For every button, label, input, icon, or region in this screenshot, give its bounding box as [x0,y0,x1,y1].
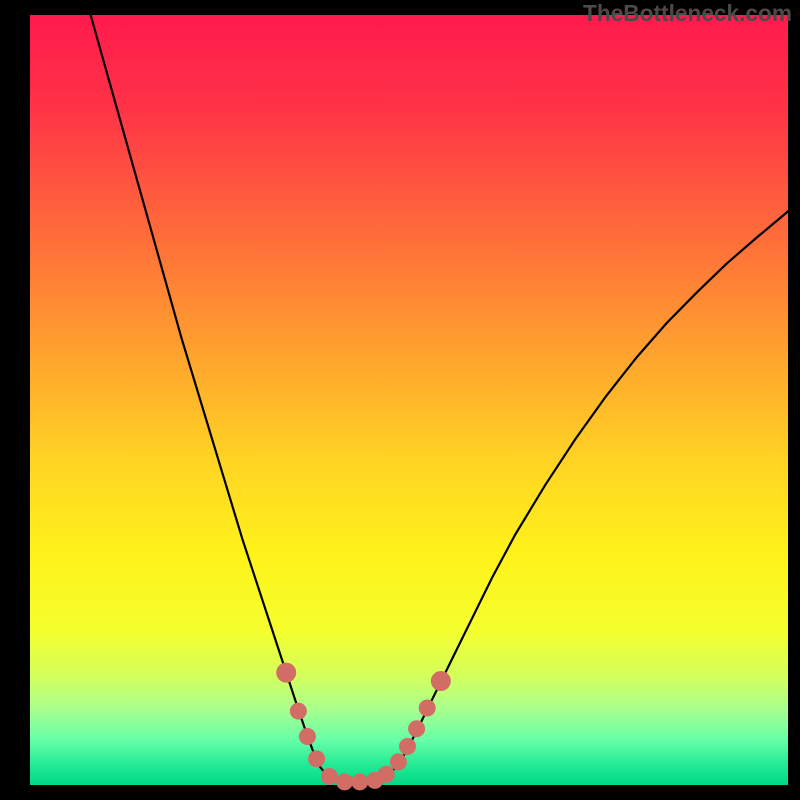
chart-stage: TheBottleneck.com [0,0,800,800]
watermark-text: TheBottleneck.com [583,0,792,27]
marker-point [321,768,338,785]
marker-point [336,773,353,790]
marker-point [299,728,316,745]
marker-point [290,703,307,720]
marker-point [308,750,325,767]
marker-point [378,766,395,783]
marker-point [390,753,407,770]
plot-background [30,15,788,785]
marker-point [276,663,296,683]
marker-point [431,671,451,691]
marker-point [351,773,368,790]
marker-point [399,738,416,755]
marker-point [408,720,425,737]
plot-svg [30,15,788,785]
plot-area [30,15,788,785]
marker-point [419,700,436,717]
